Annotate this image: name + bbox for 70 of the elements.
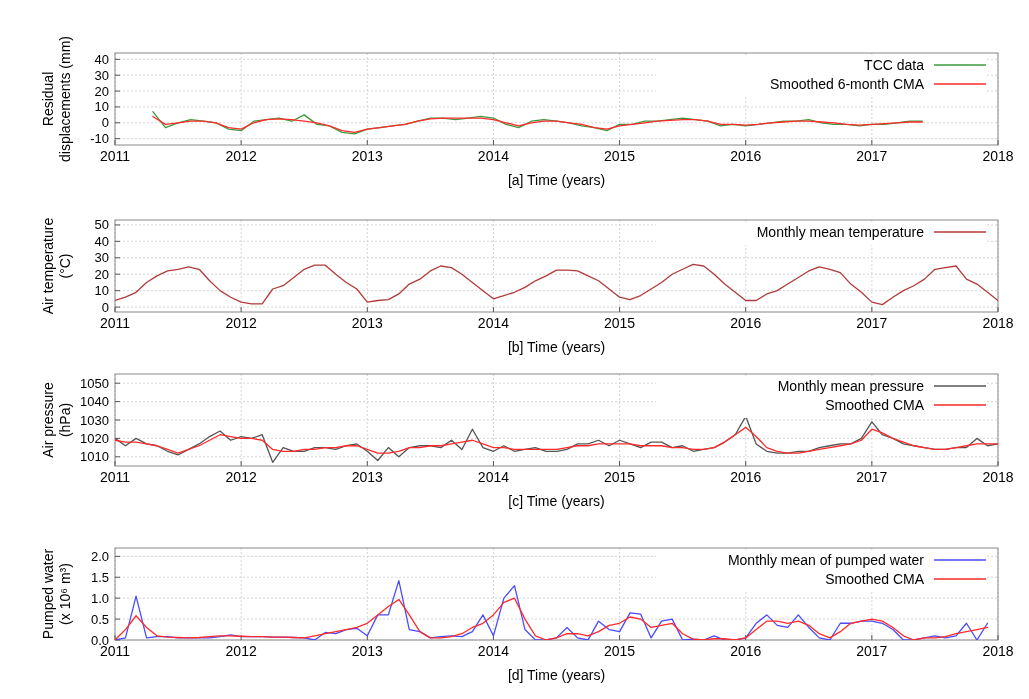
y-tick-label: 40 [94, 51, 109, 67]
x-tick-label: 2014 [477, 643, 510, 659]
legend-label: Monthly mean of pumped water [727, 551, 925, 568]
x-tick-label: 2017 [856, 315, 888, 331]
line-series [115, 597, 989, 640]
legend-label: Monthly mean temperature [756, 223, 925, 240]
x-tick-label: 2018 [982, 469, 1014, 485]
line-series [115, 426, 998, 454]
x-tick-label: 2016 [730, 148, 762, 164]
x-tick-label: 2012 [225, 643, 257, 659]
y-tick-label: 20 [94, 266, 109, 282]
x-tick-label: 2017 [856, 643, 888, 659]
legend-label: Smoothed CMA [825, 570, 925, 587]
y-tick-label: 2.0 [90, 548, 109, 564]
y-tick-label: 30 [94, 67, 109, 83]
x-tick-label: 2018 [982, 315, 1014, 331]
x-tick-label: 2014 [477, 469, 510, 485]
x-tick-label: 2016 [730, 643, 762, 659]
x-tick-label: 2015 [603, 643, 636, 659]
x-tick-label: 2015 [603, 148, 636, 164]
y-tick-label: -10 [90, 131, 109, 147]
y-tick-label: 30 [94, 250, 109, 266]
x-axis-title: [c] Time (years) [508, 493, 605, 509]
y-tick-label: 0.5 [90, 611, 109, 627]
y-tick-label: 1040 [80, 394, 109, 410]
x-tick-label: 2017 [856, 148, 888, 164]
y-tick-label: 10 [94, 99, 109, 115]
x-axis-title: [b] Time (years) [507, 339, 606, 355]
y-axis-title: Air temperature (°C) [39, 217, 73, 315]
y-tick-label: 50 [94, 217, 109, 233]
x-tick-label: 2013 [351, 469, 384, 485]
x-tick-label: 2013 [351, 643, 384, 659]
y-tick-label: 1030 [80, 412, 109, 428]
x-tick-label: 2014 [477, 148, 510, 164]
y-axis-title: Air pressure (hPa) [39, 382, 73, 458]
y-tick-label: 1010 [80, 449, 109, 465]
y-tick-label: 10 [94, 283, 109, 299]
y-axis-title: Pumped water (x 10⁶ m³) [39, 548, 73, 640]
y-axis-title: Residual displacements (mm) [39, 35, 73, 163]
x-tick-label: 2014 [477, 315, 510, 331]
x-tick-label: 2011 [99, 469, 131, 485]
y-tick-label: 1020 [80, 430, 109, 446]
x-tick-label: 2013 [351, 148, 384, 164]
x-tick-label: 2013 [351, 315, 384, 331]
x-axis-title: [d] Time (years) [507, 667, 606, 683]
x-tick-label: 2011 [99, 148, 131, 164]
x-tick-label: 2016 [730, 469, 762, 485]
x-tick-label: 2011 [99, 315, 131, 331]
y-tick-label: 20 [94, 83, 109, 99]
y-tick-label: 1050 [80, 375, 109, 391]
x-tick-label: 2012 [225, 315, 257, 331]
x-tick-label: 2012 [225, 469, 257, 485]
x-tick-label: 2015 [603, 469, 636, 485]
x-tick-label: 2012 [225, 148, 257, 164]
x-tick-label: 2016 [730, 315, 762, 331]
y-tick-label: 40 [94, 233, 109, 249]
y-tick-label: 1.0 [90, 590, 109, 606]
line-series [115, 263, 998, 306]
x-tick-label: 2015 [603, 315, 636, 331]
x-tick-label: 2018 [982, 643, 1014, 659]
x-axis-title: [a] Time (years) [507, 172, 606, 188]
x-tick-label: 2018 [982, 148, 1014, 164]
y-tick-label: 1.5 [90, 569, 109, 585]
legend-label: Smoothed CMA [825, 396, 925, 413]
y-tick-label: 0 [101, 299, 109, 315]
y-tick-label: 0 [101, 115, 109, 131]
x-tick-label: 2017 [856, 469, 888, 485]
legend-label: Monthly mean pressure [777, 377, 925, 394]
legend-label: Smoothed 6-month CMA [769, 75, 925, 92]
legend-label: TCC data [864, 56, 925, 73]
